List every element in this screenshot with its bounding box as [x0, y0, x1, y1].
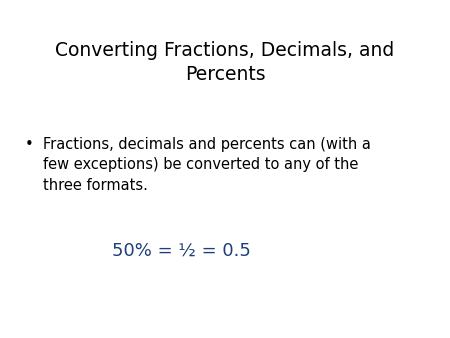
Text: •: •	[25, 137, 33, 152]
Text: Converting Fractions, Decimals, and
Percents: Converting Fractions, Decimals, and Perc…	[55, 41, 395, 84]
Text: Fractions, decimals and percents can (with a
few exceptions) be converted to any: Fractions, decimals and percents can (wi…	[43, 137, 371, 193]
Text: 50% = ½ = 0.5: 50% = ½ = 0.5	[112, 242, 252, 260]
